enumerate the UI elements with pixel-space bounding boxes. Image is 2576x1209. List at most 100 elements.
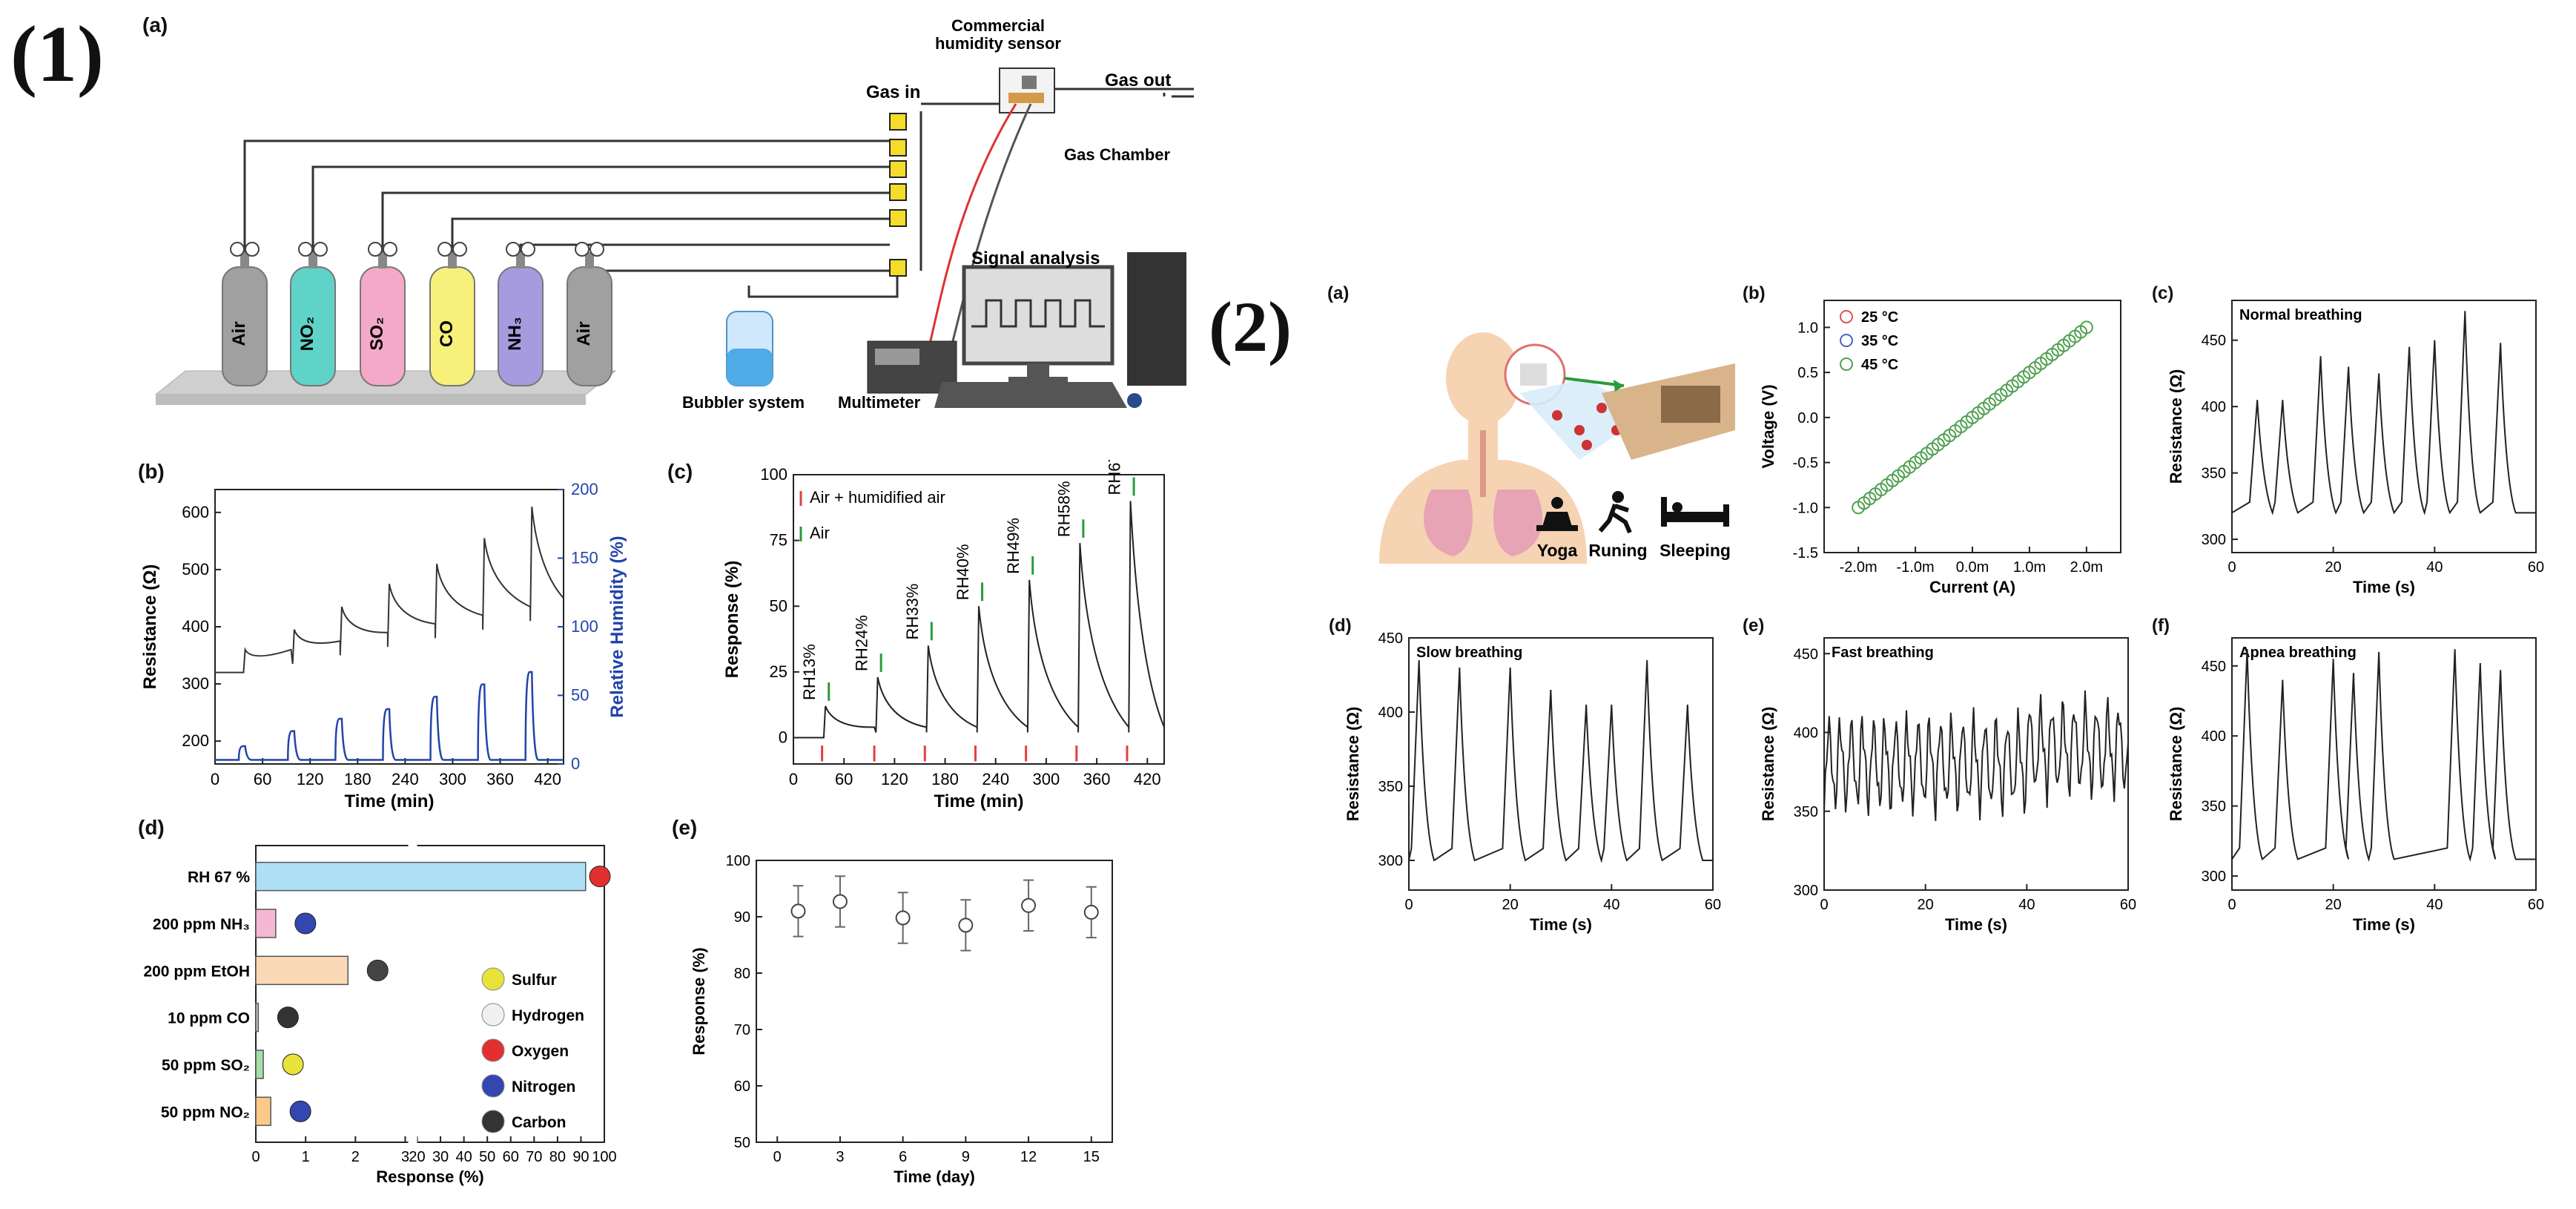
chart-2e: 0 20 40 60 300 350 400 450 Time (s) Resistance (Ω… [1759,637,2136,934]
legend-marker [1840,310,1853,323]
y-tick-label: 400 [1794,725,1818,742]
plot-frame [2231,637,2537,891]
chart-2b: -2.0m -1.0m 0.0m 1.0m 2.0m -1.5 -1.0 -0.5 0.0 0.5… [1759,300,2121,596]
plot-frame [756,860,1113,1143]
atom-legend-icon [481,1038,505,1062]
x-tick-label: 60 [503,1149,519,1165]
x-tick-label: 1 [302,1149,310,1165]
data-point [958,918,974,933]
y2-axis-label: Relative Humidity (%) [607,536,627,717]
x-tick-label: 100 [592,1149,616,1165]
x-tick-label: 30 [432,1149,449,1165]
y-axis-label: Voltage (V) [1759,384,1777,468]
x-tick-label: 6 [899,1149,907,1165]
legend-label: 35 °C [1861,333,1898,349]
chart-title: Slow breathing [1416,645,1522,661]
panel-1d-label: (d) [138,816,165,839]
panel-2f-label: (f) [2152,616,2170,636]
y-tick-label: 300 [2202,532,2226,548]
y-tick-label: 0 [779,728,787,747]
axis-break [408,843,417,1145]
x-tick-label: 60 [254,770,271,788]
plot-frame [2231,300,2537,553]
label-gas-in: Gas in [866,82,920,102]
panel-1b-label: (b) [138,460,165,483]
x-tick-label: 9 [962,1149,970,1165]
y-tick-label: 70 [734,1022,750,1038]
gauge-icon [506,242,521,257]
x-tick-label: 360 [486,770,514,788]
gauge-icon [298,242,313,257]
x-tick-label: 15 [1083,1149,1100,1165]
x-tick-label: 0 [2227,897,2236,913]
chart-1d: 0 1 2 3 20 30 40 50 60 70 80 90 100 Response (%) RH 67… [143,843,617,1186]
y-tick-label: 450 [1378,630,1403,647]
chart-title: Normal breathing [2239,307,2362,323]
gauge-icon [437,242,452,257]
x-tick-label: 20 [409,1149,425,1165]
gauge-icon [589,242,604,257]
x-tick-label: 0.0m [1956,559,1989,576]
panel-2b-label: (b) [1743,283,1766,303]
y-axis-label: Resistance (Ω) [1344,707,1362,822]
x-axis-label: Time (s) [1945,915,2007,934]
y2-tick-label: 150 [571,549,598,567]
plot-frame [1408,637,1714,891]
chart-1c: 0 60 120 180 240 300 360 420 0 25 50 75 100 Time (min… [722,460,1165,811]
gauge-icon [452,242,467,257]
x-axis-label: Time (min) [345,791,435,811]
gas-cylinder: NO₂ [290,242,336,386]
cylinder-label: NO₂ [297,317,317,352]
gauge-icon [313,242,328,257]
x-tick-label: 12 [1020,1149,1037,1165]
x-tick-label: -2.0m [1840,559,1877,576]
label-sensor-line1: Commercial [951,16,1045,35]
x-tick-label: 60 [2528,559,2544,576]
y-tick-label: 80 [734,966,750,982]
x-tick-label: 20 [2325,897,2342,913]
x-axis-label: Time (day) [894,1167,975,1186]
gauge-icon [368,242,383,257]
response-bar [255,1002,260,1032]
y-tick-label: 100 [726,853,750,869]
rh-annotation: RH67% [1106,460,1124,495]
rh-annotation: RH24% [853,615,871,671]
y2-tick-label: 200 [571,480,598,498]
y-tick-label: 400 [182,617,209,636]
x-tick-label: 20 [1502,897,1519,913]
atom-legend-icon [481,967,505,991]
gas-setup-schematic: Air NO₂ SO₂ CO NH₃ Air Commercial humidity se… [154,16,1194,412]
chart-1b: 0 60 120 180 240 300 360 420200300400500600Time… [140,480,627,811]
y-tick-label: 450 [1794,646,1818,662]
gas-cylinder: NH₃ [498,242,544,386]
y-tick-label: 400 [2202,728,2226,745]
molecule-icon [294,912,317,935]
rh-annotation: RH13% [800,644,819,700]
y-axis-label: Resistance (Ω) [2167,707,2185,822]
response-bar [255,861,587,892]
data-point [790,903,806,919]
x-tick-label: 240 [982,770,1009,788]
x-tick-label: 3 [836,1149,844,1165]
label-bubbler: Bubbler system [682,393,805,412]
left-lung [1424,490,1473,556]
x-tick-label: 420 [534,770,561,788]
x-tick-label: 0 [2227,559,2236,576]
x-tick-label: 180 [344,770,371,788]
panel-1e-label: (e) [672,816,698,839]
x-axis-label: Current (A) [1929,578,2015,596]
x-axis-label: Time (min) [934,791,1024,811]
humidity-line [215,671,564,761]
figure-label-1: (1) [10,10,104,99]
rh-annotation: RH58% [1054,481,1073,537]
x-tick-label: 1.0m [2013,559,2046,576]
y-tick-label: 300 [182,674,209,693]
x-tick-label: 40 [2426,559,2443,576]
response-bar [255,955,349,986]
panel-1c-label: (c) [667,460,693,483]
x-tick-label: 120 [297,770,324,788]
y-tick-label: -0.5 [1793,455,1818,472]
cylinder-valve [585,252,594,269]
y-tick-label: 350 [2202,799,2226,815]
activity-sleeping: Sleeping [1659,541,1731,560]
